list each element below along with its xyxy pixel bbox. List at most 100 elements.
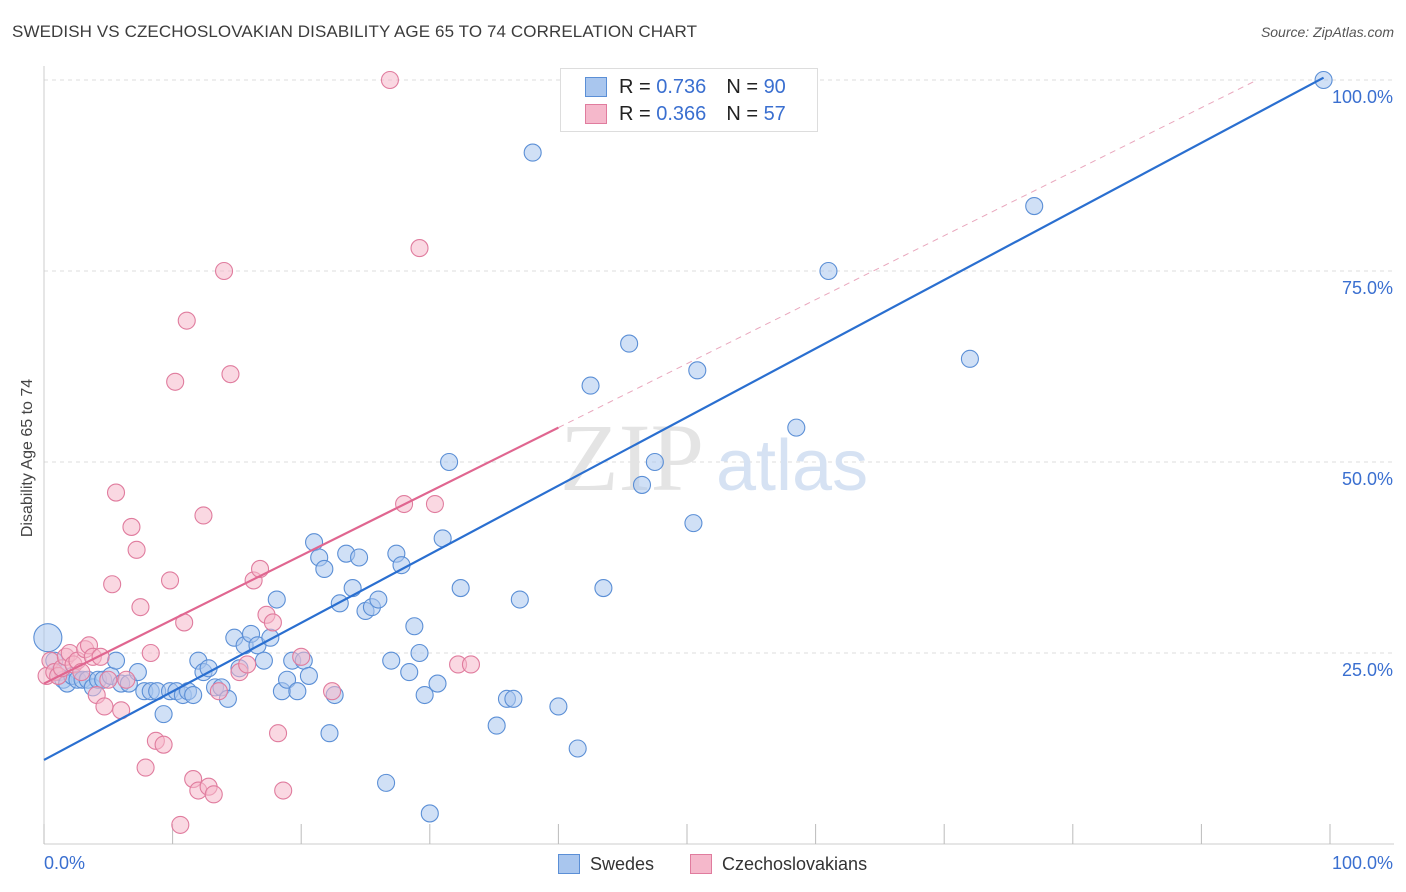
swedes-point	[819, 261, 838, 281]
czech-point	[117, 670, 136, 689]
y-tick-label: 75.0%	[1342, 278, 1393, 298]
czech-points	[37, 70, 481, 834]
czech-point	[194, 506, 213, 525]
czech-point	[95, 697, 114, 716]
legend-n-label: N =	[726, 102, 758, 125]
swedes-point	[315, 559, 334, 579]
czech-point	[410, 239, 429, 258]
y-tick-label: 25.0%	[1342, 660, 1393, 680]
czech-point	[103, 575, 122, 594]
swedes-point	[787, 418, 806, 437]
swedes-point	[320, 724, 339, 743]
swedes-point	[343, 579, 362, 598]
legend-row-swedes: R = 0.736 N = 90	[585, 75, 786, 99]
czech-point	[106, 483, 126, 502]
bottom-legend-swatch-czechoslovakians	[690, 854, 712, 874]
swedes-point	[410, 643, 429, 663]
swedes-point	[377, 773, 396, 792]
czech-point	[160, 571, 180, 590]
swedes-point	[581, 376, 600, 395]
swedes-point	[1025, 197, 1044, 216]
swedes-point	[594, 579, 613, 598]
swedes-point	[960, 349, 979, 368]
czech-point	[122, 517, 141, 536]
swedes-point	[645, 452, 664, 472]
bottom-legend-czechoslovakians: Czechoslovakians	[690, 852, 867, 876]
swedes-point	[288, 682, 307, 701]
swedes-point	[451, 579, 470, 598]
swedes-trend-line	[43, 76, 1325, 761]
x-tick-label-max: 100.0%	[1332, 853, 1393, 873]
czech-trend-line	[43, 426, 559, 685]
swedes-point	[184, 685, 203, 705]
swedes-point	[278, 670, 297, 689]
legend-swatch-czechoslovakians	[585, 104, 607, 124]
swedes-point	[400, 663, 419, 682]
swedes-point	[106, 651, 126, 670]
swedes-point	[549, 697, 568, 716]
swedes-point	[428, 674, 447, 693]
bottom-legend-swatch-swedes	[558, 854, 580, 874]
czech-trend-extension	[558, 79, 1258, 429]
swedes-point	[267, 590, 286, 609]
swedes-point	[1314, 70, 1333, 90]
swedes-point	[568, 739, 587, 758]
czech-point	[209, 682, 228, 701]
swedes-point	[350, 548, 369, 567]
legend-r-value: 0.366	[656, 102, 707, 125]
swedes-point	[688, 361, 707, 380]
swedes-point	[382, 651, 401, 670]
y-tick-label: 50.0%	[1342, 469, 1393, 489]
swedes-point	[620, 334, 639, 353]
legend-r-label: R =	[619, 102, 651, 125]
swedes-point	[684, 514, 703, 533]
czech-point	[323, 682, 342, 701]
swedes-point	[510, 590, 529, 609]
czech-point	[380, 70, 399, 90]
swedes-point	[369, 590, 388, 609]
swedes-point	[33, 623, 63, 653]
legend-swatch-swedes	[585, 77, 607, 97]
czech-point	[238, 655, 257, 674]
czech-point	[171, 815, 190, 834]
swedes-point	[415, 685, 434, 705]
swedes-point	[632, 475, 652, 494]
trend-lines	[43, 76, 1325, 761]
legend: R = 0.736 N = 90 R = 0.366 N = 57	[560, 68, 818, 132]
y-tick-label: 100.0%	[1332, 87, 1393, 107]
czech-point	[214, 261, 234, 281]
swedes-point	[154, 705, 173, 724]
czech-point	[154, 735, 173, 754]
grid-lines	[44, 79, 1394, 654]
legend-n-value: 57	[763, 102, 786, 125]
chart-title: SWEDISH VS CZECHOSLOVAKIAN DISABILITY AG…	[12, 22, 698, 41]
swedes-point	[487, 716, 506, 735]
swedes-points	[33, 70, 1333, 823]
czech-point	[263, 613, 282, 632]
bottom-legend-swedes: Swedes	[558, 852, 654, 876]
swedes-point	[440, 452, 459, 472]
swedes-point	[254, 651, 273, 670]
bottom-legend-label-czechoslovakians: Czechoslovakians	[722, 853, 868, 874]
swedes-point	[523, 143, 542, 162]
swedes-point	[299, 666, 318, 685]
swedes-point	[504, 689, 523, 708]
watermark-atlas: atlas	[716, 426, 868, 506]
axes	[43, 66, 1394, 845]
x-tick-label-min: 0.0%	[44, 853, 85, 873]
czech-point	[204, 785, 223, 804]
legend-n-label: N =	[726, 75, 758, 98]
swedes-point	[405, 617, 424, 636]
czech-point	[127, 540, 146, 559]
swedes-point	[420, 804, 439, 823]
czech-point	[177, 311, 196, 330]
czech-point	[292, 647, 311, 666]
chart-source: Source: ZipAtlas.com	[1260, 24, 1394, 40]
czech-point	[131, 598, 150, 617]
czech-point	[221, 365, 240, 384]
legend-r-value: 0.736	[656, 75, 707, 98]
legend-n-value: 90	[763, 75, 786, 98]
czech-point	[274, 781, 293, 800]
czech-point	[136, 758, 155, 777]
